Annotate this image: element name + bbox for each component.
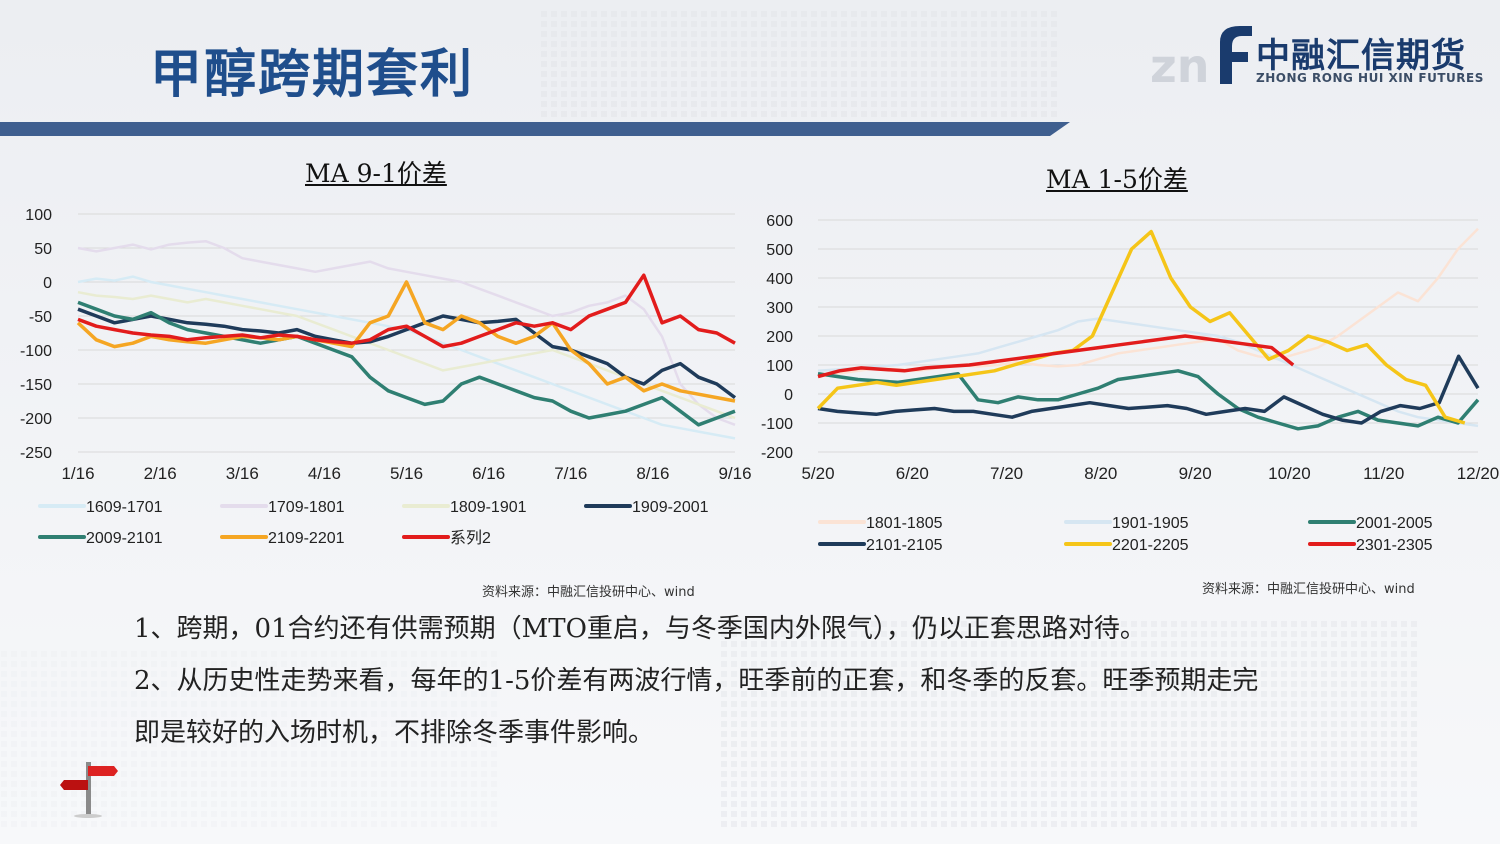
bullet-2: 2、从历史性走势来看，每年的1-5价差有两波行情，旺季前的正套，和冬季的反套。旺… [134,666,1259,696]
legend-label: 1809-1901 [450,499,527,516]
legend-label: 2009-2101 [86,530,163,547]
series-line-1801-1805 [817,227,1479,378]
bullet-1: 1、跨期，01合约还有供需预期（MTO重启，与冬季国内外限气），仍以正套思路对待… [134,614,1146,644]
x-tick-label: 9/16 [718,464,751,483]
x-tick-label: 9/20 [1179,464,1212,483]
svg-text:zn: zn [1150,39,1210,92]
chart1-title: MA 9-1价差 [305,159,447,188]
header-band [0,122,1070,136]
series-line-2109-2201 [76,280,736,403]
legend-label: 2001-2005 [1356,515,1433,532]
y-tick-label: 600 [766,213,793,230]
y-tick-label: -200 [20,411,52,428]
x-tick-label: 4/16 [308,464,341,483]
legend-label: 2301-2305 [1356,537,1433,554]
y-tick-label: -100 [761,416,793,433]
series-line-1709-1801 [77,239,736,426]
legend-label: 1709-1801 [268,499,345,516]
x-tick-label: 8/16 [636,464,669,483]
series-line-2201-2205 [816,229,1466,425]
signpost-icon [60,762,118,818]
y-tick-label: 100 [25,207,52,224]
x-tick-label: 7/20 [990,464,1023,483]
legend-label: 2101-2105 [866,537,943,554]
y-tick-label: -250 [20,445,52,462]
y-tick-label: 100 [766,358,793,375]
page-title: 甲醇跨期套利 [150,44,475,105]
y-tick-label: -100 [20,343,52,360]
y-tick-label: 400 [766,271,793,288]
legend-label: 1901-1905 [1112,515,1189,532]
x-tick-label: 6/16 [472,464,505,483]
y-tick-label: -50 [29,309,52,326]
x-tick-label: 12/20 [1457,464,1500,483]
y-tick-label: -150 [20,377,52,394]
series-line-2101-2105 [817,354,1480,425]
x-tick-label: 7/16 [554,464,587,483]
y-tick-label: 0 [784,387,793,404]
x-tick-label: 1/16 [61,464,94,483]
chart1-source: 资料来源：中融汇信投研中心、wind [482,585,695,600]
x-tick-label: 10/20 [1268,464,1311,483]
x-tick-label: 6/20 [896,464,929,483]
series-line-2001-2005 [817,369,1480,431]
y-tick-label: 0 [43,275,52,292]
legend-label: 1909-2001 [632,499,709,516]
legend-label: 系列2 [450,529,491,547]
legend-label: 2109-2201 [268,530,345,547]
y-tick-label: -200 [761,445,793,462]
chart2-title: MA 1-5价差 [1046,165,1188,194]
logo-text-cn: 中融汇信期货 [1256,36,1466,76]
y-tick-label: 200 [766,329,793,346]
x-tick-label: 5/20 [801,464,834,483]
x-tick-label: 3/16 [226,464,259,483]
series-line-系列2 [77,273,736,349]
legend-label: 1801-1805 [866,515,943,532]
y-tick-label: 500 [766,242,793,259]
logo-text-en: ZHONG RONG HUI XIN FUTURES [1256,71,1484,85]
series-line-2301-2305 [817,334,1295,379]
chart2-source: 资料来源：中融汇信投研中心、wind [1202,582,1415,597]
x-tick-label: 8/20 [1084,464,1117,483]
y-tick-label: 300 [766,300,793,317]
bullet-3: 即是较好的入场时机，不排除冬季事件影响。 [134,718,655,748]
company-logo-icon: zn [1150,26,1252,92]
legend-label: 1609-1701 [86,499,163,516]
series-line-1901-1905 [817,317,1479,428]
x-tick-label: 2/16 [144,464,177,483]
series-line-2009-2101 [77,300,736,427]
legend-label: 2201-2205 [1112,537,1189,554]
x-tick-label: 5/16 [390,464,423,483]
x-tick-label: 11/20 [1363,464,1404,483]
y-tick-label: 50 [34,241,52,258]
